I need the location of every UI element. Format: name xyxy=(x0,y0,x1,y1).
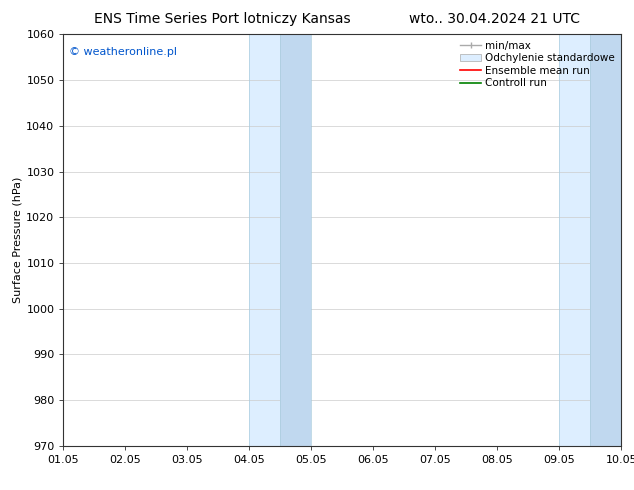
Text: © weatheronline.pl: © weatheronline.pl xyxy=(69,47,177,57)
Y-axis label: Surface Pressure (hPa): Surface Pressure (hPa) xyxy=(12,177,22,303)
Bar xyxy=(590,34,621,446)
Legend: min/max, Odchylenie standardowe, Ensemble mean run, Controll run: min/max, Odchylenie standardowe, Ensembl… xyxy=(457,37,618,92)
Bar xyxy=(249,34,311,446)
Text: wto.. 30.04.2024 21 UTC: wto.. 30.04.2024 21 UTC xyxy=(409,12,580,26)
Text: ENS Time Series Port lotniczy Kansas: ENS Time Series Port lotniczy Kansas xyxy=(94,12,350,26)
Bar xyxy=(559,34,621,446)
Bar xyxy=(280,34,311,446)
